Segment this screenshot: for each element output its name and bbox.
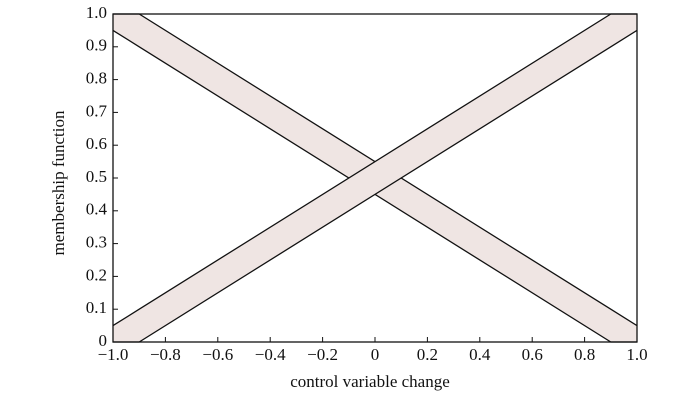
x-tick-label: −0.2 — [307, 345, 338, 364]
y-tick-label: 0.4 — [86, 200, 108, 219]
y-tick-label: 0.6 — [86, 134, 107, 153]
y-tick-label: 0.9 — [86, 36, 107, 55]
y-axis-label: membership function — [49, 110, 68, 255]
x-tick-label: 0.8 — [574, 345, 595, 364]
y-tick-label: 0.3 — [86, 233, 107, 252]
band-area — [113, 14, 637, 342]
x-tick-label: 0 — [371, 345, 380, 364]
y-tick-label: 0.5 — [86, 167, 107, 186]
x-tick-label: −0.4 — [255, 345, 286, 364]
y-tick-label: 0.1 — [86, 298, 107, 317]
x-tick-label: 0.6 — [522, 345, 543, 364]
x-tick-label: 1.0 — [626, 345, 647, 364]
y-tick-label: 1.0 — [86, 3, 107, 22]
y-tick-label: 0.2 — [86, 265, 107, 284]
x-tick-label: 0.2 — [417, 345, 438, 364]
x-tick-label: 0.4 — [469, 345, 491, 364]
y-tick-label: 0 — [99, 331, 108, 350]
x-tick-label: −1.0 — [98, 345, 129, 364]
x-tick-label: −0.6 — [202, 345, 233, 364]
x-axis-label: control variable change — [290, 372, 450, 391]
y-tick-label: 0.8 — [86, 69, 107, 88]
y-tick-label: 0.7 — [86, 101, 108, 120]
x-tick-label: −0.8 — [150, 345, 181, 364]
